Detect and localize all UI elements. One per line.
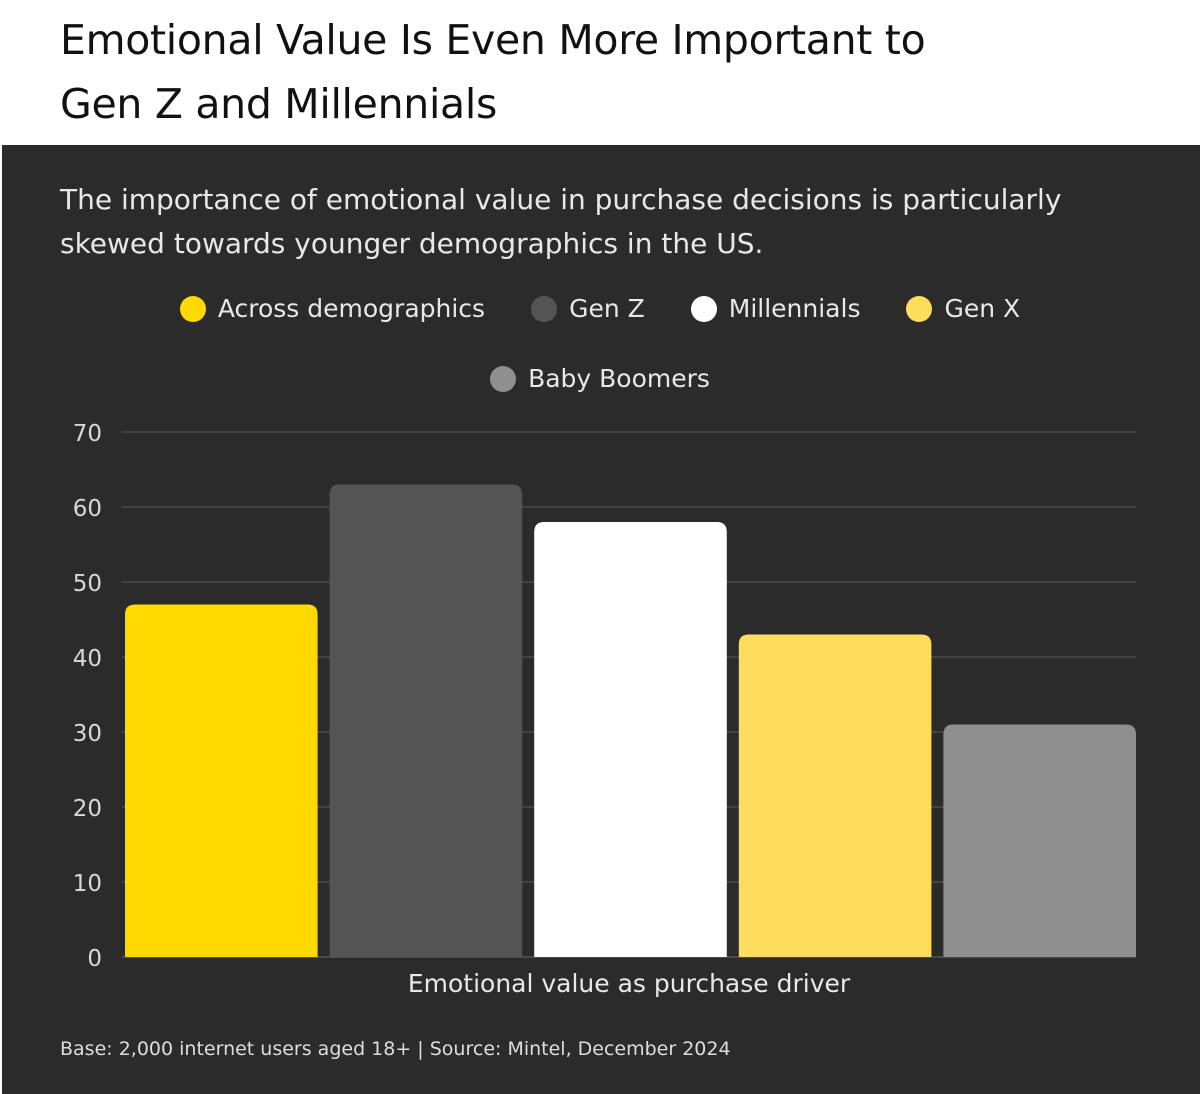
legend-row-2: Baby Boomers <box>0 364 1200 393</box>
y-tick-label: 60 <box>73 496 102 522</box>
bar-millennials <box>534 522 727 957</box>
legend-label: Millennials <box>728 294 861 323</box>
x-axis-label: Emotional value as purchase driver <box>408 969 851 998</box>
legend-label: Gen X <box>944 294 1021 323</box>
y-tick-label: 70 <box>73 421 102 447</box>
legend-label: Baby Boomers <box>528 364 710 393</box>
legend-swatch-icon <box>490 365 517 392</box>
legend-swatch-icon <box>906 295 933 322</box>
legend-swatch-icon <box>690 295 717 322</box>
legend-swatch-icon <box>531 295 558 322</box>
y-tick-label: 20 <box>73 796 102 822</box>
legend: Across demographics Gen Z Millennials Gen X <box>0 294 1200 323</box>
y-tick-label: 50 <box>73 571 102 597</box>
bar-gen-z <box>329 484 523 957</box>
legend-item: Gen Z <box>531 294 645 323</box>
bar-across-demographics <box>125 604 318 957</box>
source-footnote: Base: 2,000 internet users aged 18+ | So… <box>60 1038 731 1060</box>
y-tick-label: 30 <box>73 721 102 747</box>
chart-subtitle: The importance of emotional value in pur… <box>60 183 1062 260</box>
legend-item: Gen X <box>906 294 1020 323</box>
legend-swatch-icon <box>179 295 206 322</box>
bar-baby-boomers <box>943 724 1136 957</box>
legend-label: Across demographics <box>217 294 486 323</box>
bar-gen-x <box>738 634 932 957</box>
y-tick-label: 40 <box>73 646 102 672</box>
legend-label: Gen Z <box>569 294 645 323</box>
chart-title: Emotional Value Is Even More Important t… <box>60 16 926 128</box>
y-tick-label: 0 <box>87 946 102 972</box>
legend-item: Across demographics <box>179 294 486 323</box>
legend-item: Baby Boomers <box>490 364 710 393</box>
y-tick-label: 10 <box>73 871 102 897</box>
legend-item: Millennials <box>690 294 861 323</box>
